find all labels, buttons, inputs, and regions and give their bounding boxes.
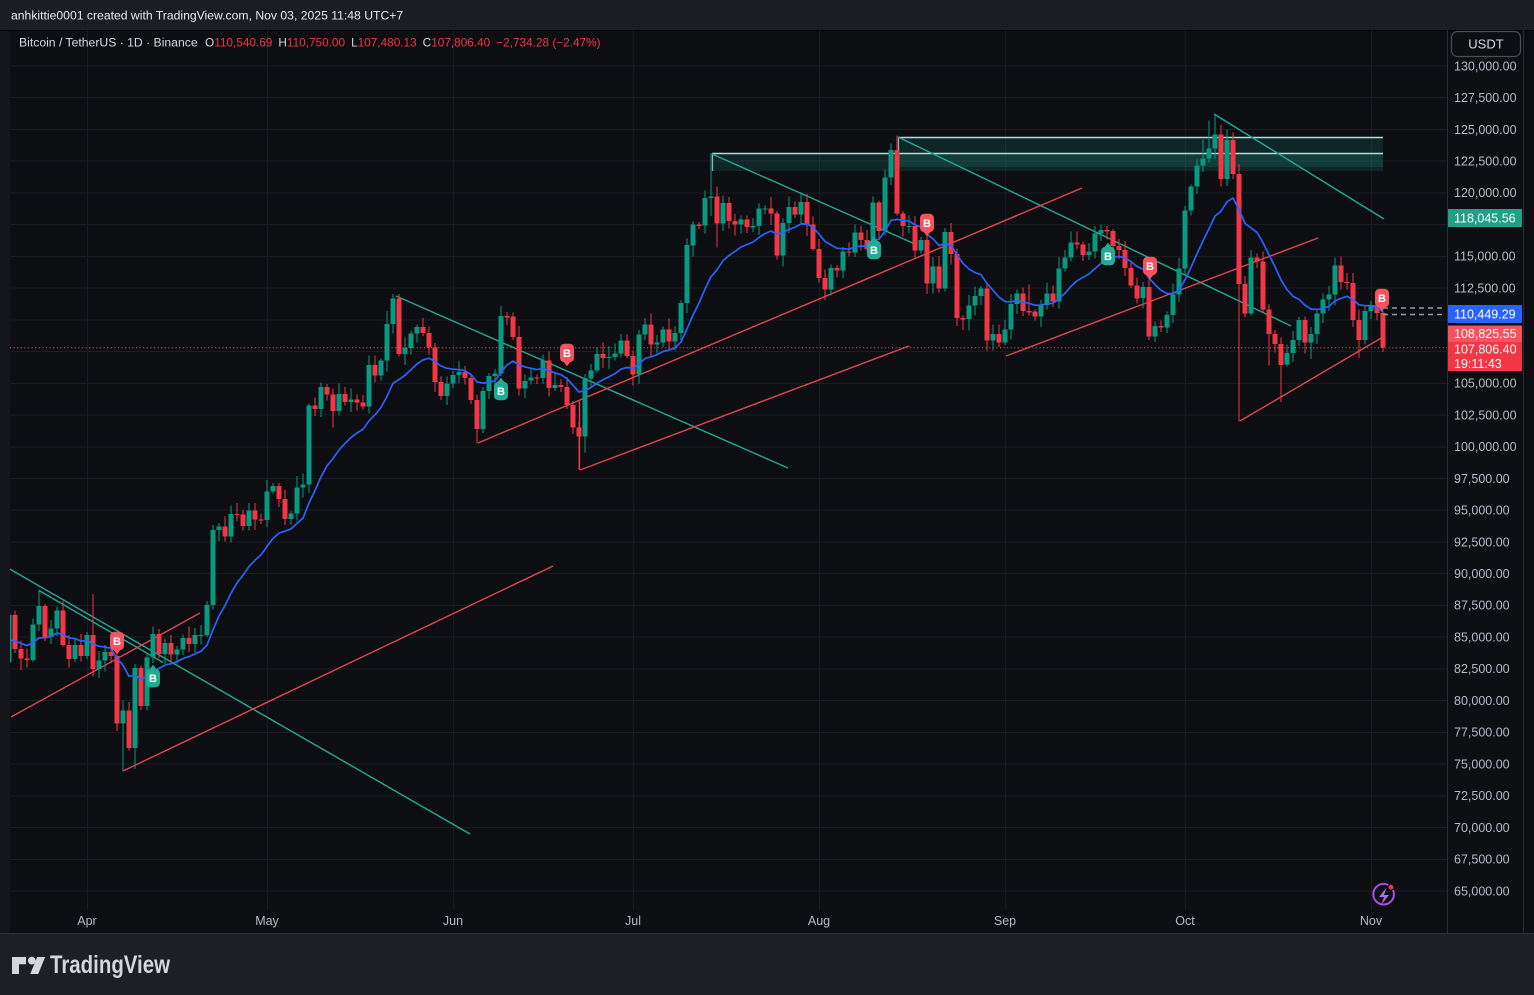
svg-text:Bitcoin / TetherUS · 1D · Bina: Bitcoin / TetherUS · 1D · Binance <box>19 36 198 50</box>
svg-text:B: B <box>149 673 157 685</box>
svg-text:125,000.00: 125,000.00 <box>1454 123 1517 137</box>
svg-text:Oct: Oct <box>1175 914 1195 928</box>
svg-text:82,500.00: 82,500.00 <box>1454 662 1510 676</box>
svg-text:Sep: Sep <box>994 914 1016 928</box>
svg-text:72,500.00: 72,500.00 <box>1454 789 1510 803</box>
svg-text:TradingView: TradingView <box>50 951 170 979</box>
svg-text:19:11:43: 19:11:43 <box>1454 357 1502 371</box>
svg-text:97,500.00: 97,500.00 <box>1454 472 1510 486</box>
svg-text:USDT: USDT <box>1468 37 1503 52</box>
svg-text:92,500.00: 92,500.00 <box>1454 535 1510 549</box>
svg-text:102,500.00: 102,500.00 <box>1454 408 1517 422</box>
svg-text:77,500.00: 77,500.00 <box>1454 726 1510 740</box>
svg-text:115,000.00: 115,000.00 <box>1454 250 1516 264</box>
svg-text:May: May <box>255 914 279 928</box>
svg-text:B: B <box>1378 293 1386 305</box>
svg-text:130,000.00: 130,000.00 <box>1454 59 1517 73</box>
svg-text:B: B <box>497 386 505 398</box>
svg-text:85,000.00: 85,000.00 <box>1454 631 1510 645</box>
svg-text:Jun: Jun <box>443 914 463 928</box>
svg-text:B: B <box>563 348 571 360</box>
svg-text:118,045.56: 118,045.56 <box>1454 211 1516 225</box>
svg-text:122,500.00: 122,500.00 <box>1454 155 1517 169</box>
svg-text:80,000.00: 80,000.00 <box>1454 694 1510 708</box>
svg-text:Apr: Apr <box>77 914 96 928</box>
svg-text:B: B <box>1104 251 1112 263</box>
svg-text:B: B <box>113 636 121 648</box>
svg-text:87,500.00: 87,500.00 <box>1454 599 1510 613</box>
svg-text:Jul: Jul <box>625 914 641 928</box>
svg-text:100,000.00: 100,000.00 <box>1454 440 1517 454</box>
svg-text:Nov: Nov <box>1360 914 1383 928</box>
svg-text:95,000.00: 95,000.00 <box>1454 504 1510 518</box>
svg-text:105,000.00: 105,000.00 <box>1454 377 1517 391</box>
svg-text:B: B <box>870 245 878 257</box>
svg-text:107,806.40: 107,806.40 <box>1454 343 1517 357</box>
svg-text:108,825.55: 108,825.55 <box>1454 327 1517 341</box>
svg-text:90,000.00: 90,000.00 <box>1454 567 1510 581</box>
svg-text:127,500.00: 127,500.00 <box>1454 91 1517 105</box>
svg-text:112,500.00: 112,500.00 <box>1454 281 1516 295</box>
svg-text:B: B <box>1146 261 1154 273</box>
svg-text:75,000.00: 75,000.00 <box>1454 757 1510 771</box>
svg-text:110,449.29: 110,449.29 <box>1454 307 1516 321</box>
svg-text:anhkittie0001 created with Tra: anhkittie0001 created with TradingView.c… <box>11 9 403 23</box>
svg-text:67,500.00: 67,500.00 <box>1454 853 1510 867</box>
svg-text:65,000.00: 65,000.00 <box>1454 884 1510 898</box>
svg-text:70,000.00: 70,000.00 <box>1454 821 1510 835</box>
svg-text:120,000.00: 120,000.00 <box>1454 186 1517 200</box>
svg-text:Aug: Aug <box>808 914 830 928</box>
svg-text:B: B <box>923 218 931 230</box>
